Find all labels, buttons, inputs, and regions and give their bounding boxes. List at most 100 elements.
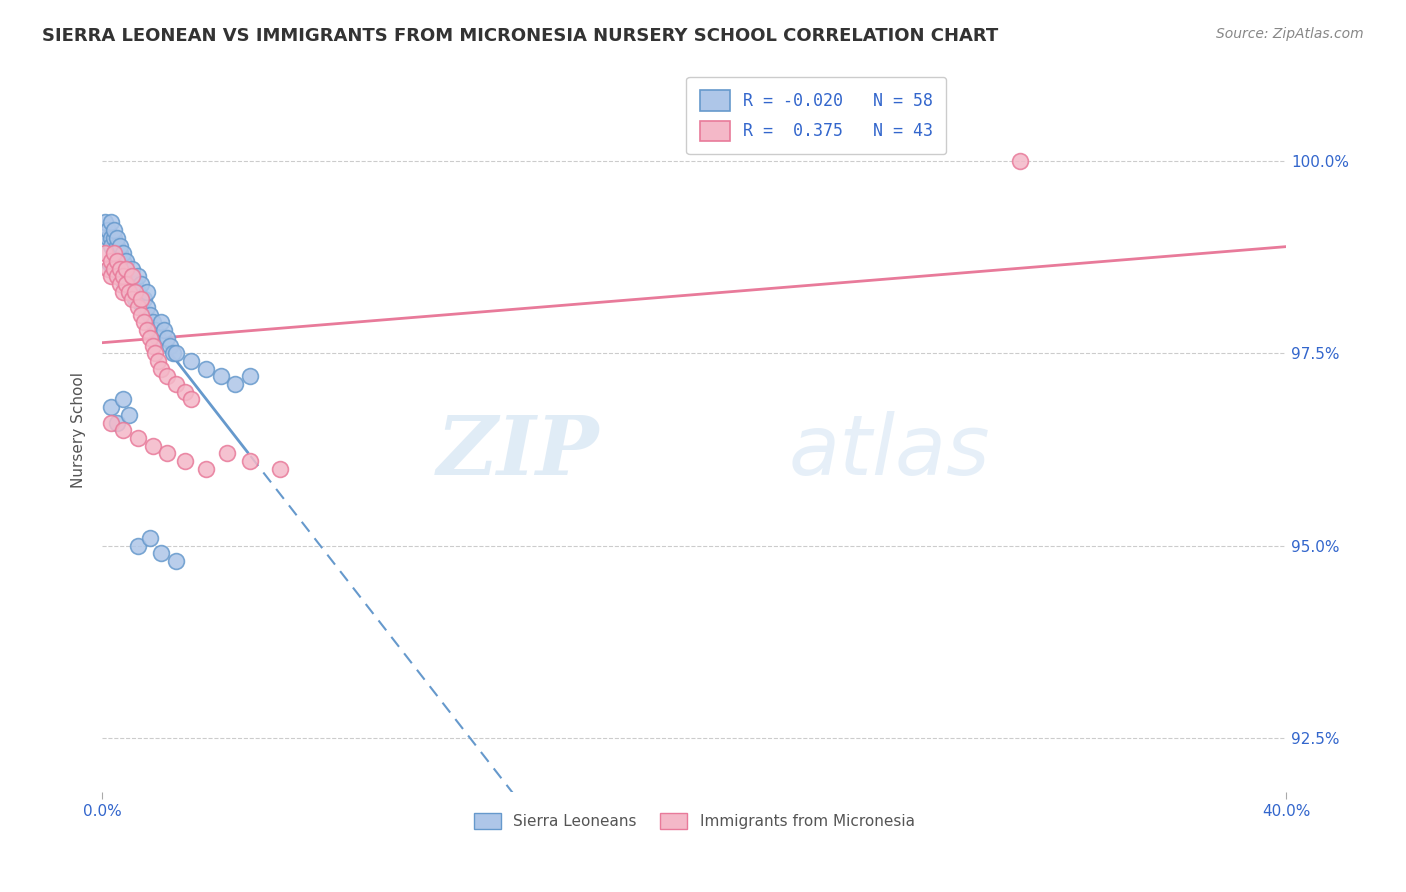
Point <box>269 461 291 475</box>
Point <box>118 285 141 299</box>
Point <box>108 277 131 291</box>
Point <box>108 238 131 252</box>
Point <box>127 285 149 299</box>
Point <box>100 416 122 430</box>
Point <box>165 554 187 568</box>
Point <box>100 231 122 245</box>
Point <box>121 269 143 284</box>
Point <box>103 231 125 245</box>
Point <box>239 454 262 468</box>
Point <box>115 254 138 268</box>
Point <box>194 361 217 376</box>
Point <box>118 408 141 422</box>
Point <box>150 316 173 330</box>
Point <box>108 246 131 260</box>
Point <box>97 261 120 276</box>
Text: Source: ZipAtlas.com: Source: ZipAtlas.com <box>1216 27 1364 41</box>
Point <box>105 269 128 284</box>
Point <box>111 269 134 284</box>
Point <box>100 215 122 229</box>
Point <box>153 323 176 337</box>
Point <box>141 439 163 453</box>
Point <box>111 254 134 268</box>
Point <box>162 346 184 360</box>
Point <box>224 377 246 392</box>
Point <box>135 300 157 314</box>
Legend: Sierra Leoneans, Immigrants from Micronesia: Sierra Leoneans, Immigrants from Microne… <box>468 806 921 835</box>
Point <box>115 277 138 291</box>
Point <box>127 431 149 445</box>
Point <box>174 454 197 468</box>
Point <box>111 285 134 299</box>
Point <box>105 254 128 268</box>
Point <box>97 231 120 245</box>
Point <box>180 392 202 407</box>
Point <box>100 238 122 252</box>
Point <box>111 269 134 284</box>
Point <box>141 338 163 352</box>
Point <box>129 293 152 307</box>
Point <box>103 246 125 260</box>
Point <box>129 293 152 307</box>
Point <box>103 223 125 237</box>
Point <box>148 331 170 345</box>
Point <box>129 277 152 291</box>
Point <box>138 308 160 322</box>
Point <box>150 361 173 376</box>
Text: atlas: atlas <box>789 411 990 492</box>
Y-axis label: Nursery School: Nursery School <box>72 372 86 488</box>
Point <box>180 354 202 368</box>
Point <box>105 231 128 245</box>
Point <box>115 261 138 276</box>
Point <box>165 346 187 360</box>
Point <box>132 293 155 307</box>
Point <box>156 369 179 384</box>
Point <box>105 254 128 268</box>
Point <box>138 531 160 545</box>
Point <box>115 261 138 276</box>
Point <box>97 223 120 237</box>
Point <box>108 261 131 276</box>
Point <box>194 461 217 475</box>
Point <box>108 261 131 276</box>
Point <box>124 285 146 299</box>
Point <box>121 261 143 276</box>
Point <box>121 269 143 284</box>
Point <box>118 285 141 299</box>
Point <box>100 400 122 414</box>
Point <box>94 215 117 229</box>
Point <box>138 331 160 345</box>
Point <box>127 269 149 284</box>
Point <box>127 539 149 553</box>
Point <box>105 238 128 252</box>
Text: ZIP: ZIP <box>437 412 599 492</box>
Point <box>111 392 134 407</box>
Point <box>103 261 125 276</box>
Point <box>209 369 232 384</box>
Point <box>94 246 117 260</box>
Point <box>105 416 128 430</box>
Point <box>127 300 149 314</box>
Point <box>124 293 146 307</box>
Point <box>121 285 143 299</box>
Point <box>100 269 122 284</box>
Point <box>148 354 170 368</box>
Point <box>111 423 134 437</box>
Point <box>115 277 138 291</box>
Point <box>121 293 143 307</box>
Point <box>135 285 157 299</box>
Point <box>174 384 197 399</box>
Point <box>124 277 146 291</box>
Point <box>156 331 179 345</box>
Point <box>145 346 167 360</box>
Point <box>215 446 238 460</box>
Point <box>165 377 187 392</box>
Point <box>111 246 134 260</box>
Point <box>156 446 179 460</box>
Point <box>132 316 155 330</box>
Point <box>135 323 157 337</box>
Text: SIERRA LEONEAN VS IMMIGRANTS FROM MICRONESIA NURSERY SCHOOL CORRELATION CHART: SIERRA LEONEAN VS IMMIGRANTS FROM MICRON… <box>42 27 998 45</box>
Point <box>159 338 181 352</box>
Point <box>103 246 125 260</box>
Point <box>118 269 141 284</box>
